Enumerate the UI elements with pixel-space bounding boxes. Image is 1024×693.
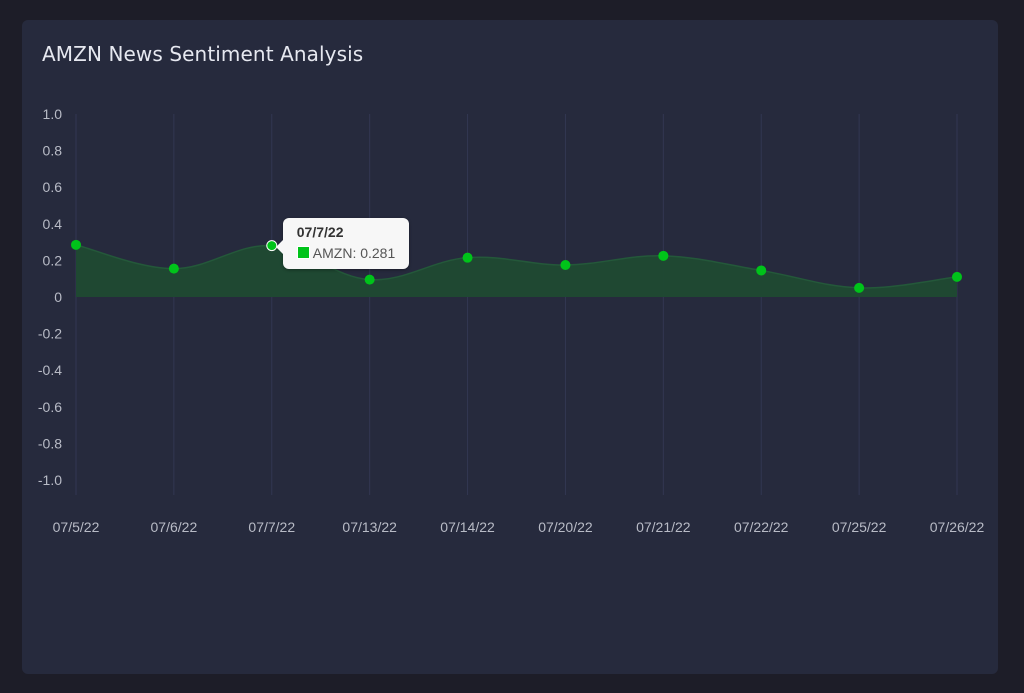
data-points	[71, 239, 962, 293]
y-tick-label: -1.0	[38, 472, 62, 488]
y-axis: 1.0 0.8 0.6 0.4 0.2 0 -0.2 -0.4 -0.6 -0.8 -1.0	[38, 106, 62, 488]
x-tick-label: 07/21/22	[636, 519, 691, 535]
chart-title: AMZN News Sentiment Analysis	[42, 42, 364, 66]
y-tick-label: 0.4	[43, 216, 63, 232]
series-area	[76, 244, 957, 297]
y-tick-label: 0.6	[43, 179, 63, 195]
x-tick-label: 07/13/22	[342, 519, 397, 535]
x-tick-label: 07/26/22	[930, 519, 985, 535]
series-line	[75, 244, 958, 289]
y-tick-label: 1.0	[43, 106, 63, 122]
tooltip-value: 0.281	[360, 244, 396, 261]
x-axis: 07/5/22 07/6/22 07/7/22 07/13/22 07/14/22 07/…	[53, 519, 985, 535]
y-tick-label: -0.4	[38, 362, 62, 378]
data-point	[364, 274, 375, 285]
grid-lines	[75, 114, 958, 495]
data-point	[756, 265, 767, 276]
tooltip-series-name: AMZN	[312, 244, 353, 261]
y-tick-label: -0.2	[38, 326, 62, 342]
chart-card: AMZN News Sentiment Analysis 1.0 0.8 0.6 0.…	[22, 20, 998, 674]
chart-tooltip: 07/7/22 AMZN: 0.281	[275, 217, 410, 269]
y-tick-label: 0.8	[43, 143, 63, 159]
data-point	[71, 239, 81, 250]
x-tick-label: 07/7/22	[248, 519, 295, 535]
y-tick-label: -0.6	[38, 399, 62, 415]
x-tick-label: 07/5/22	[53, 519, 100, 535]
tooltip-separator: :	[352, 244, 361, 261]
series-swatch-icon	[296, 246, 310, 260]
x-tick-label: 07/6/22	[151, 519, 198, 535]
y-tick-label: 0	[54, 289, 62, 305]
area-layer	[75, 244, 958, 297]
tooltip-title: 07/7/22	[296, 223, 344, 240]
y-tick-label: 0.2	[43, 252, 63, 268]
data-point	[952, 271, 962, 282]
x-tick-label: 07/25/22	[832, 519, 887, 535]
data-point	[462, 252, 473, 263]
tooltip-arrow	[275, 239, 283, 254]
x-tick-label: 07/22/22	[734, 519, 789, 535]
data-point	[658, 250, 669, 261]
tooltip-row: AMZN: 0.281	[296, 244, 396, 261]
data-point	[854, 282, 865, 293]
data-point	[168, 263, 179, 274]
x-tick-label: 07/14/22	[440, 519, 495, 535]
x-tick-label: 07/20/22	[538, 519, 593, 535]
data-point	[560, 259, 571, 270]
sentiment-chart: 1.0 0.8 0.6 0.4 0.2 0 -0.2 -0.4 -0.6 -0.8 -1.0 07/…	[38, 106, 985, 535]
y-tick-label: -0.8	[38, 435, 62, 451]
